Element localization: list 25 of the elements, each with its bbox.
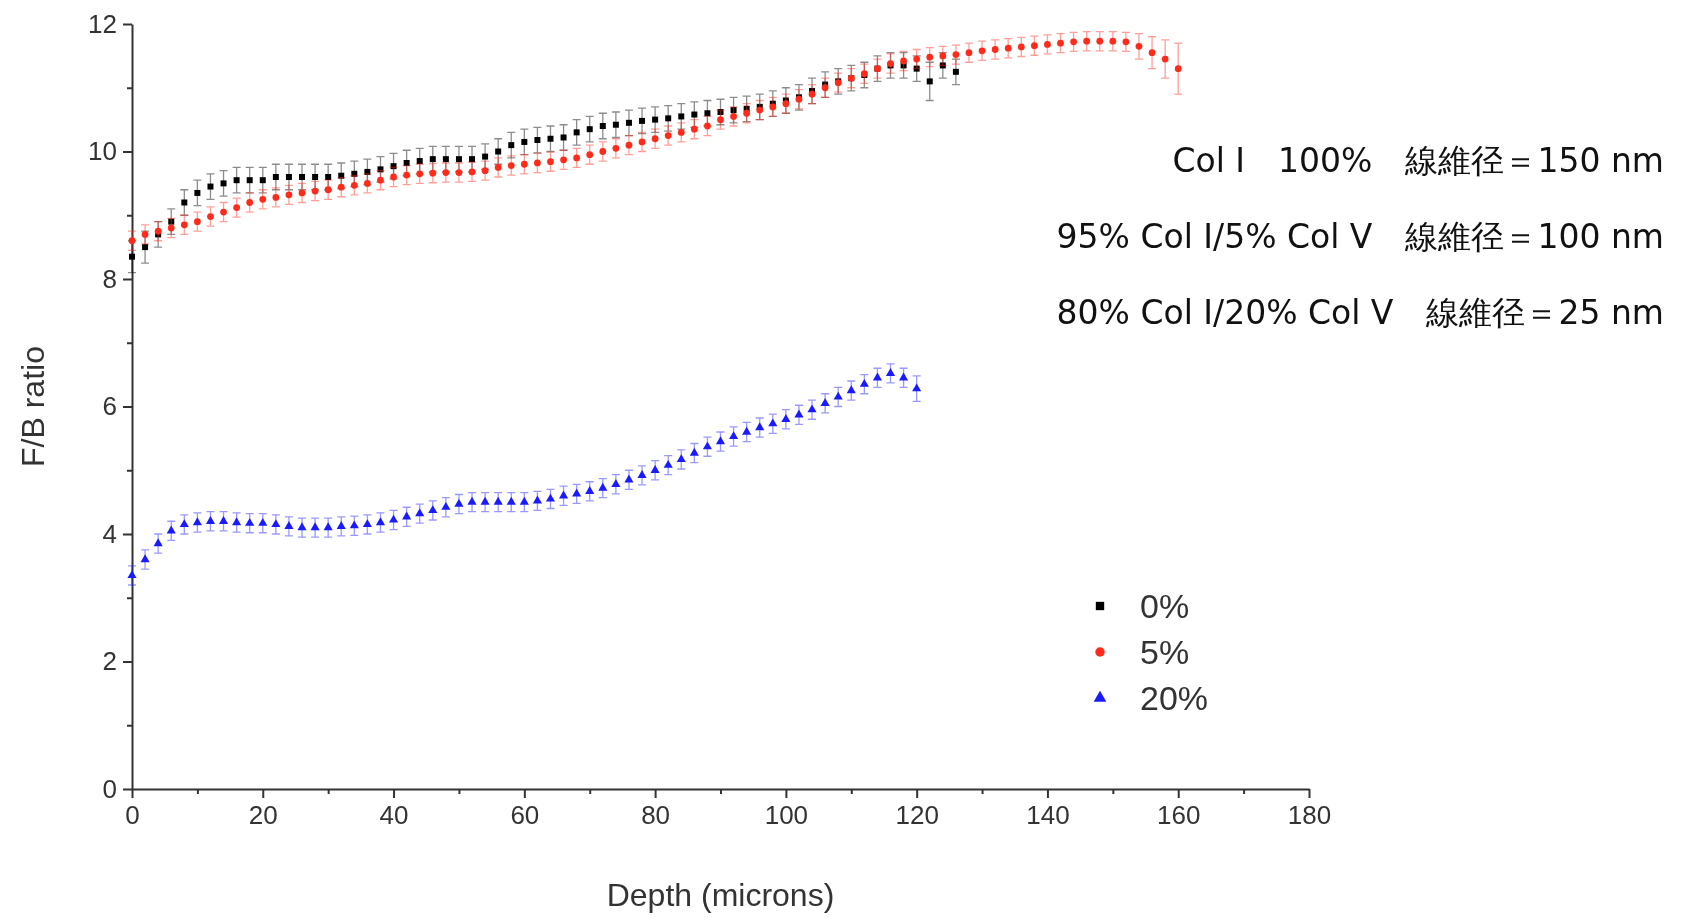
- x-tick-label: 140: [1026, 800, 1070, 831]
- y-tick-label: 0: [102, 773, 117, 804]
- x-tick-label: 20: [248, 800, 278, 831]
- x-tick-label: 40: [379, 800, 409, 831]
- legend-label: 20%: [1140, 679, 1209, 717]
- y-tick-label: 6: [102, 391, 117, 422]
- annotation: 80% Col I/20% Col V 線維径＝25 nm: [1056, 293, 1664, 332]
- x-axis-title: Depth (microns): [606, 877, 835, 913]
- annotation: Col I 100% 線維径＝150 nm: [1172, 141, 1664, 180]
- y-axis-title: F/B ratio: [15, 346, 51, 467]
- legend-label: 5%: [1140, 633, 1190, 671]
- y-tick-label: 8: [102, 263, 117, 294]
- y-tick-label: 2: [102, 646, 117, 677]
- legend-label: 0%: [1140, 587, 1190, 625]
- x-tick-label: 120: [895, 800, 939, 831]
- annotation: 95% Col I/5% Col V 線維径＝100 nm: [1056, 217, 1664, 256]
- y-tick-label: 4: [102, 518, 117, 549]
- x-tick-label: 80: [641, 800, 671, 831]
- x-tick-label: 60: [510, 800, 540, 831]
- x-tick-label: 100: [764, 800, 809, 831]
- y-tick-label: 12: [88, 8, 117, 39]
- y-tick-label: 10: [88, 136, 117, 167]
- x-tick-label: 160: [1157, 800, 1201, 831]
- x-tick-label: 180: [1287, 800, 1332, 831]
- x-tick-label: 0: [125, 800, 140, 831]
